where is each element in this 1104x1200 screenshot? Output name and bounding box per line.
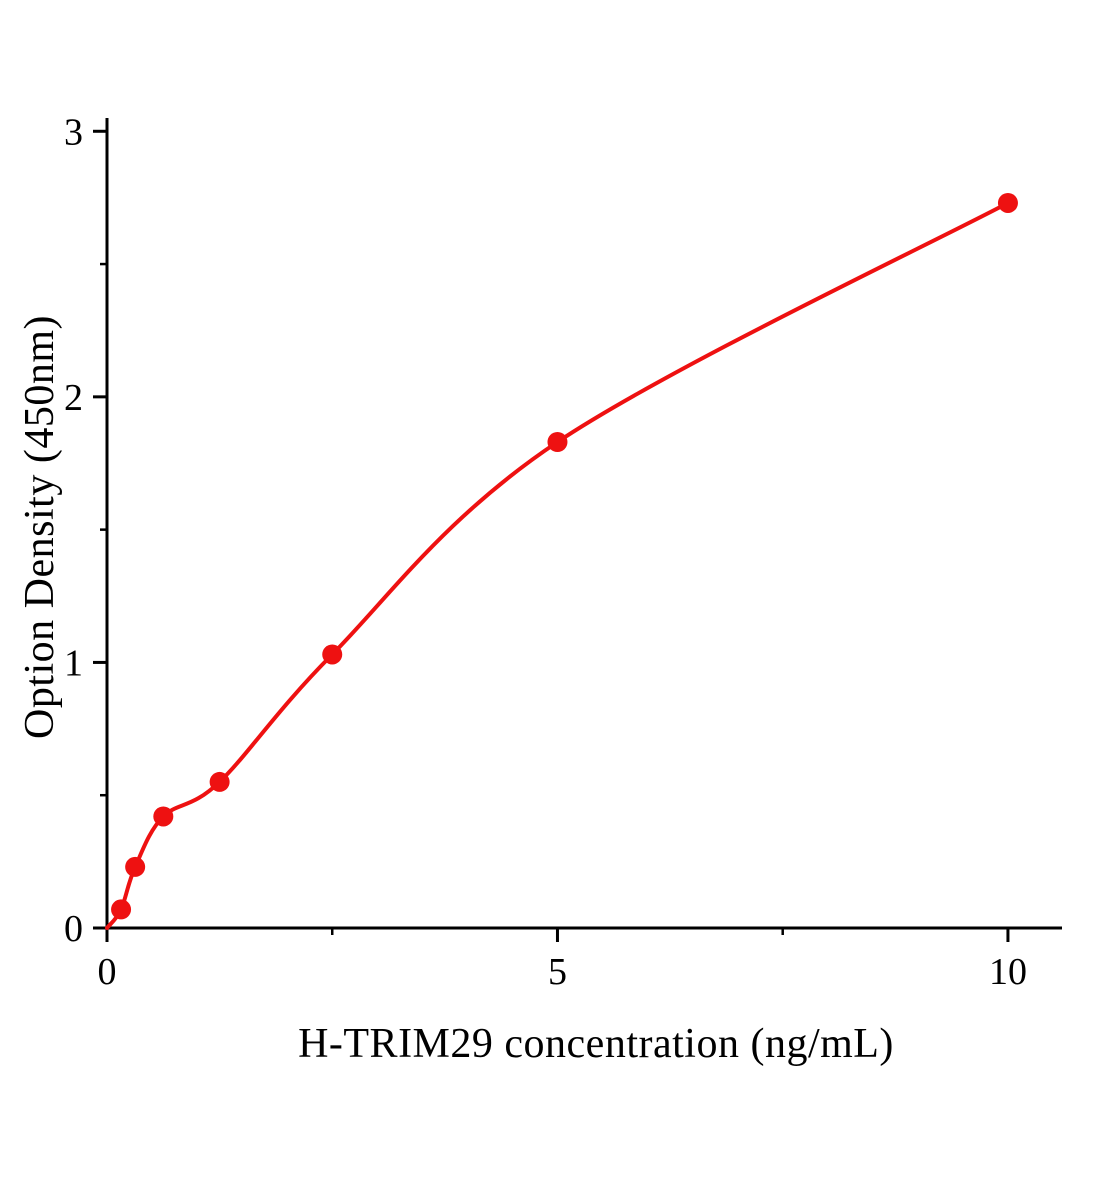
y-tick-label: 2 xyxy=(64,377,83,419)
x-tick-label: 5 xyxy=(548,951,567,993)
x-axis-title: H-TRIM29 concentration (ng/mL) xyxy=(298,1021,894,1067)
data-point xyxy=(322,644,343,665)
fit-curve xyxy=(105,201,1010,930)
y-tick-label: 1 xyxy=(64,642,83,684)
data-point xyxy=(547,432,568,452)
data-point xyxy=(209,771,230,792)
data-point xyxy=(153,806,174,827)
x-tick-label: 0 xyxy=(98,951,117,993)
x-tick-label: 10 xyxy=(989,951,1027,993)
data-point xyxy=(125,856,146,877)
y-axis-title: Option Density (450nm) xyxy=(17,315,63,739)
y-tick-label: 3 xyxy=(64,111,83,153)
y-tick-label: 0 xyxy=(64,908,83,950)
data-point xyxy=(997,192,1018,213)
data-point xyxy=(111,899,132,920)
